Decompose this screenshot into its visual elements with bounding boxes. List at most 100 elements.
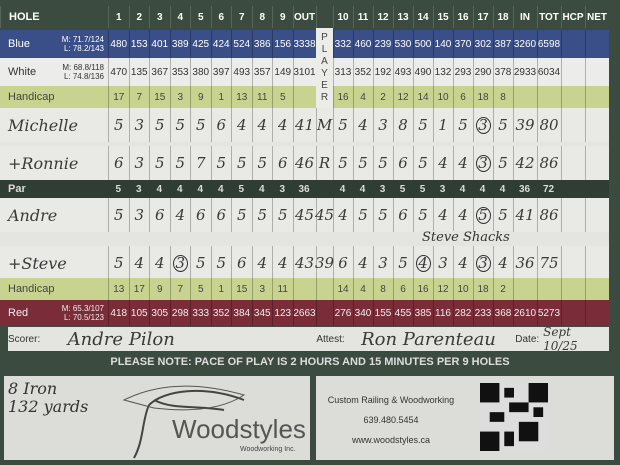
front-hole-cell[interactable]: 5 (210, 246, 232, 280)
back-hole-cell[interactable]: 4 (332, 198, 353, 232)
front-hole-cell[interactable]: 6 (210, 198, 232, 232)
front-hole-cell[interactable]: 3 (128, 146, 150, 180)
hcp-cell[interactable] (560, 198, 585, 232)
sponsor-website[interactable]: www.woodstyles.ca (351, 435, 431, 445)
total-cell[interactable]: 75 (536, 246, 561, 280)
player-initial-cell[interactable]: M (315, 108, 333, 142)
front-hole-cell[interactable]: 3 (169, 246, 191, 280)
front-hole-cell[interactable]: 6 (149, 198, 170, 232)
front-hole-cell[interactable]: 4 (251, 108, 273, 142)
hcp-cell[interactable] (560, 146, 585, 180)
front-hole-cell[interactable]: 6 (231, 246, 252, 280)
front-hole-cell[interactable]: 3 (128, 108, 150, 142)
front-hole-cell[interactable]: 4 (231, 108, 252, 142)
back-hole-cell[interactable]: 3 (432, 246, 453, 280)
back-hole-cell[interactable]: 5 (492, 108, 513, 142)
front-hole-cell[interactable]: 4 (251, 246, 273, 280)
front-hole-cell[interactable]: 4 (128, 246, 150, 280)
front-hole-cell[interactable]: 5 (190, 246, 211, 280)
front-hole-cell[interactable]: 4 (169, 198, 191, 232)
back-hole-cell[interactable]: 4 (492, 246, 513, 280)
back-hole-cell[interactable]: 6 (332, 246, 353, 280)
player-initial-cell[interactable]: 39 (315, 246, 334, 280)
back-hole-cell[interactable]: 5 (392, 246, 413, 280)
out-total-cell[interactable]: 41 (292, 108, 316, 142)
front-hole-cell[interactable]: 5 (272, 198, 293, 232)
in-total-cell[interactable]: 41 (512, 198, 537, 232)
back-hole-cell[interactable]: 5 (412, 198, 433, 232)
front-hole-cell[interactable]: 5 (108, 246, 129, 280)
player-initial-cell[interactable]: R (315, 146, 333, 180)
front-hole-cell[interactable]: 4 (149, 246, 170, 280)
back-hole-cell-value: 8 (398, 116, 408, 134)
hcp-cell[interactable] (560, 108, 585, 142)
back-hole-cell[interactable]: 3 (372, 246, 393, 280)
front-hole-cell[interactable]: 4 (272, 108, 293, 142)
back-hole-cell[interactable]: 5 (372, 198, 393, 232)
back-hole-cell[interactable]: 3 (472, 108, 493, 142)
back-hole-cell[interactable]: 5 (352, 198, 373, 232)
front-hole-cell[interactable]: 5 (251, 146, 273, 180)
hcp-cell[interactable] (560, 246, 585, 280)
front-hole-cell[interactable]: 7 (190, 146, 211, 180)
back-hole-cell[interactable]: 3 (472, 146, 493, 180)
back-hole-cell[interactable]: 4 (352, 246, 373, 280)
front-hole-cell[interactable]: 5 (149, 146, 170, 180)
back-hole-cell[interactable]: 5 (452, 108, 473, 142)
front-hole-cell[interactable]: 4 (272, 246, 293, 280)
out-total-cell[interactable]: 46 (292, 146, 316, 180)
front-hole-cell[interactable]: 6 (190, 198, 211, 232)
in-total-cell[interactable]: 42 (512, 146, 537, 180)
front-hole-cell[interactable]: 5 (149, 108, 170, 142)
front-hole-cell[interactable]: 6 (210, 108, 232, 142)
player-initial-cell[interactable]: 45 (315, 198, 334, 232)
back-hole-cell[interactable]: 6 (392, 146, 413, 180)
back-hole-cell[interactable]: 4 (452, 198, 473, 232)
qr-code-icon[interactable] (480, 382, 548, 452)
total-cell[interactable]: 86 (536, 146, 561, 180)
net-cell[interactable] (584, 108, 609, 142)
in-total-cell[interactable]: 36 (512, 246, 537, 280)
front-hole-cell[interactable]: 6 (108, 146, 129, 180)
back-hole-cell[interactable]: 3 (472, 246, 493, 280)
front-hole-cell[interactable]: 5 (169, 108, 191, 142)
front-hole-cell[interactable]: 5 (251, 198, 273, 232)
front-hole-cell[interactable]: 6 (272, 146, 293, 180)
front-hole-cell[interactable]: 5 (231, 198, 252, 232)
back-hole-cell[interactable]: 1 (432, 108, 453, 142)
front-hole-cell[interactable]: 5 (108, 198, 129, 232)
net-cell[interactable] (584, 146, 609, 180)
back-hole-cell[interactable]: 5 (372, 146, 393, 180)
back-hole-cell[interactable]: 6 (392, 198, 413, 232)
out-total-cell[interactable]: 45 (292, 198, 316, 232)
front-hole-cell[interactable]: 3 (128, 198, 150, 232)
back-hole-cell[interactable]: 4 (412, 246, 433, 280)
total-cell[interactable]: 86 (536, 198, 561, 232)
back-hole-cell[interactable]: 5 (332, 108, 353, 142)
front-hole-cell[interactable]: 5 (210, 146, 232, 180)
back-hole-cell[interactable]: 4 (452, 146, 473, 180)
back-hole-cell[interactable]: 4 (352, 108, 373, 142)
front-hole-cell[interactable]: 5 (108, 108, 129, 142)
front-hole-cell-value: 9 (197, 91, 204, 103)
back-hole-cell[interactable]: 5 (412, 108, 433, 142)
back-hole-cell[interactable]: 5 (352, 146, 373, 180)
back-hole-cell[interactable]: 8 (392, 108, 413, 142)
back-hole-cell[interactable]: 4 (432, 198, 453, 232)
back-hole-cell[interactable]: 4 (432, 146, 453, 180)
back-hole-cell[interactable]: 5 (472, 198, 493, 232)
front-hole-cell[interactable]: 5 (169, 146, 191, 180)
total-cell[interactable]: 80 (536, 108, 561, 142)
back-hole-cell[interactable]: 5 (412, 146, 433, 180)
back-hole-cell[interactable]: 5 (332, 146, 353, 180)
net-cell[interactable] (584, 198, 609, 232)
out-total-cell[interactable]: 43 (292, 246, 316, 280)
front-hole-cell[interactable]: 5 (190, 108, 211, 142)
net-cell[interactable] (584, 246, 609, 280)
back-hole-cell[interactable]: 3 (372, 108, 393, 142)
back-hole-cell[interactable]: 5 (492, 198, 513, 232)
back-hole-cell[interactable]: 5 (492, 146, 513, 180)
in-total-cell[interactable]: 39 (512, 108, 537, 142)
front-hole-cell[interactable]: 5 (231, 146, 252, 180)
back-hole-cell[interactable]: 4 (452, 246, 473, 280)
